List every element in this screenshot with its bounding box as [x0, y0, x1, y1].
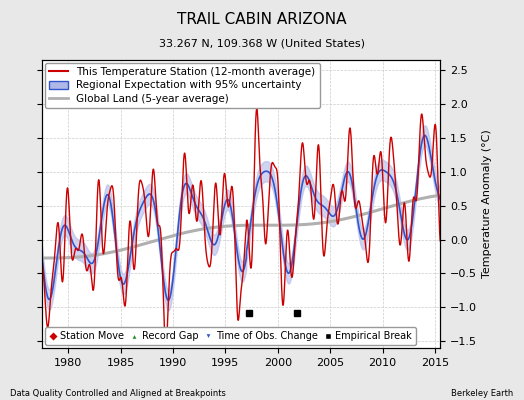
- Text: Data Quality Controlled and Aligned at Breakpoints: Data Quality Controlled and Aligned at B…: [10, 389, 226, 398]
- Text: TRAIL CABIN ARIZONA: TRAIL CABIN ARIZONA: [177, 12, 347, 27]
- Text: 33.267 N, 109.368 W (United States): 33.267 N, 109.368 W (United States): [159, 38, 365, 48]
- Y-axis label: Temperature Anomaly (°C): Temperature Anomaly (°C): [483, 130, 493, 278]
- Text: Berkeley Earth: Berkeley Earth: [451, 389, 514, 398]
- Legend: Station Move, Record Gap, Time of Obs. Change, Empirical Break: Station Move, Record Gap, Time of Obs. C…: [45, 327, 416, 345]
